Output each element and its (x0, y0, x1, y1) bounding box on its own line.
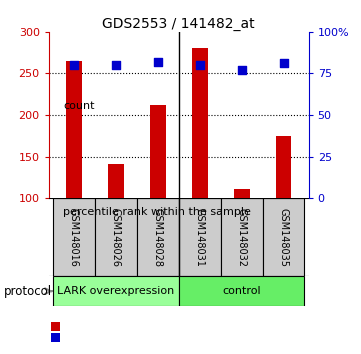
Bar (137, 198, 179, 276)
Text: count: count (63, 101, 95, 111)
Bar (221, 198, 262, 276)
Text: GSM148032: GSM148032 (236, 208, 247, 267)
Bar (179, 276, 304, 306)
Text: GSM148028: GSM148028 (153, 208, 163, 267)
Bar (53, 276, 179, 306)
Text: protocol: protocol (4, 285, 52, 298)
Text: GSM148026: GSM148026 (111, 208, 121, 267)
Text: GSM148016: GSM148016 (69, 208, 79, 267)
Bar (275, 136, 291, 198)
Point (113, 62, 119, 68)
Point (155, 59, 161, 65)
Point (197, 62, 203, 68)
Bar (66, 61, 82, 198)
Point (239, 67, 244, 73)
Text: LARK overexpression: LARK overexpression (57, 286, 174, 296)
Point (280, 61, 286, 66)
Text: control: control (222, 286, 261, 296)
Bar (262, 198, 304, 276)
Title: GDS2553 / 141482_at: GDS2553 / 141482_at (103, 17, 255, 31)
Bar (192, 48, 208, 198)
Point (71, 62, 77, 68)
Text: GSM148035: GSM148035 (278, 208, 288, 267)
Bar (234, 189, 249, 198)
Text: percentile rank within the sample: percentile rank within the sample (63, 207, 251, 217)
Bar (179, 198, 221, 276)
Bar (95, 198, 137, 276)
Bar (150, 105, 166, 198)
Text: GSM148031: GSM148031 (195, 208, 205, 267)
Bar (108, 164, 124, 198)
Bar (53, 198, 95, 276)
